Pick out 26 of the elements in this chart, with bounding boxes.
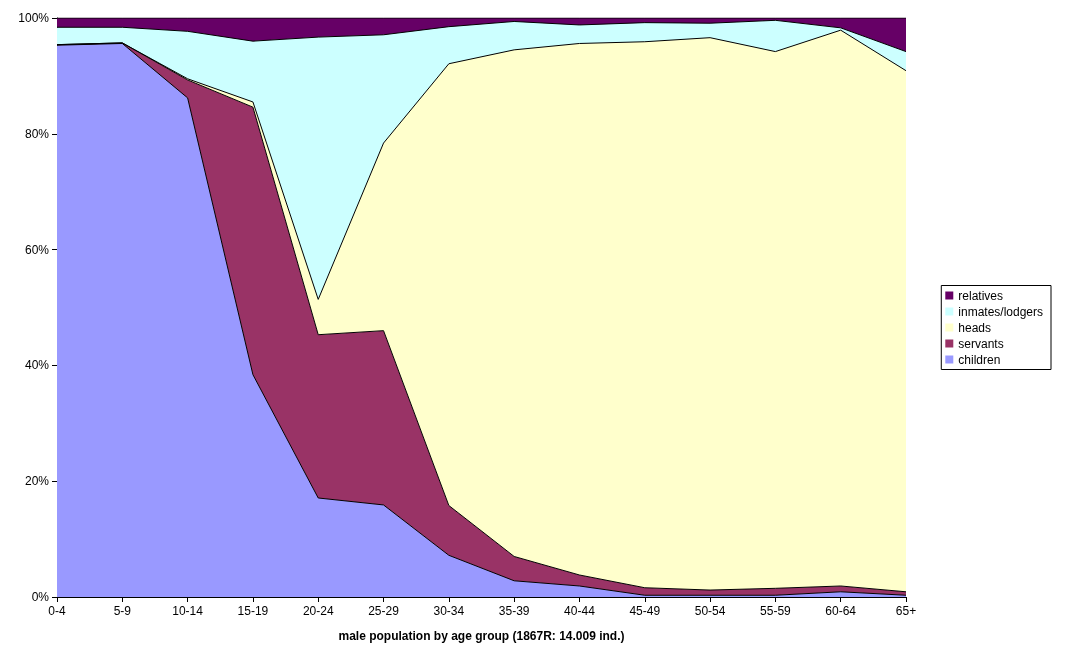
x-tick-label: 30-34: [433, 604, 465, 618]
y-tick-label: 80%: [24, 126, 50, 141]
legend-label: inmates/lodgers: [958, 304, 1044, 319]
x-tick-label: 10-14: [172, 604, 204, 618]
legend-label: children: [958, 352, 1001, 367]
y-tick-label: 100%: [18, 11, 50, 25]
x-tick-label: 45-49: [629, 604, 661, 618]
x-tick-label: 50-54: [694, 604, 726, 618]
legend-label: heads: [958, 320, 991, 335]
legend-label: servants: [958, 336, 1004, 351]
x-tick-label: 15-19: [237, 604, 269, 618]
x-tick-label: 5-9: [113, 604, 132, 618]
x-tick-label: 25-29: [368, 604, 400, 618]
y-tick-label: 20%: [24, 474, 50, 489]
x-tick-label: 20-24: [302, 604, 334, 618]
x-tick-label: 55-59: [760, 604, 792, 618]
x-axis-title: male population by age group (1867R: 14.009 ind.): [338, 629, 625, 643]
x-tick-label: 35-39: [498, 604, 530, 618]
x-tick-label: 60-64: [825, 604, 857, 618]
x-tick-label: 40-44: [564, 604, 596, 618]
y-tick-label: 0%: [31, 590, 50, 604]
y-tick-label: 40%: [24, 358, 50, 373]
y-tick-label: 60%: [24, 242, 50, 257]
legend-label: relatives: [958, 288, 1003, 303]
x-tick-label: 65+: [895, 604, 917, 618]
x-tick-label: 0-4: [48, 604, 66, 618]
